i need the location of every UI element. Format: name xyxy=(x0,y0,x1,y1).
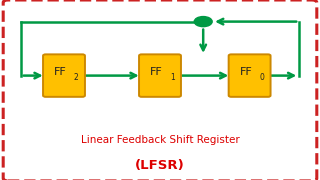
FancyBboxPatch shape xyxy=(43,54,85,97)
Text: Linear Feedback Shift Register: Linear Feedback Shift Register xyxy=(81,135,239,145)
FancyBboxPatch shape xyxy=(139,54,181,97)
Circle shape xyxy=(194,17,212,27)
Text: (LFSR): (LFSR) xyxy=(135,159,185,172)
Text: 0: 0 xyxy=(259,73,264,82)
FancyBboxPatch shape xyxy=(229,54,271,97)
Text: FF: FF xyxy=(150,67,163,77)
Text: FF: FF xyxy=(54,67,67,77)
Text: FF: FF xyxy=(239,67,252,77)
Text: 2: 2 xyxy=(74,73,78,82)
Text: 1: 1 xyxy=(170,73,174,82)
